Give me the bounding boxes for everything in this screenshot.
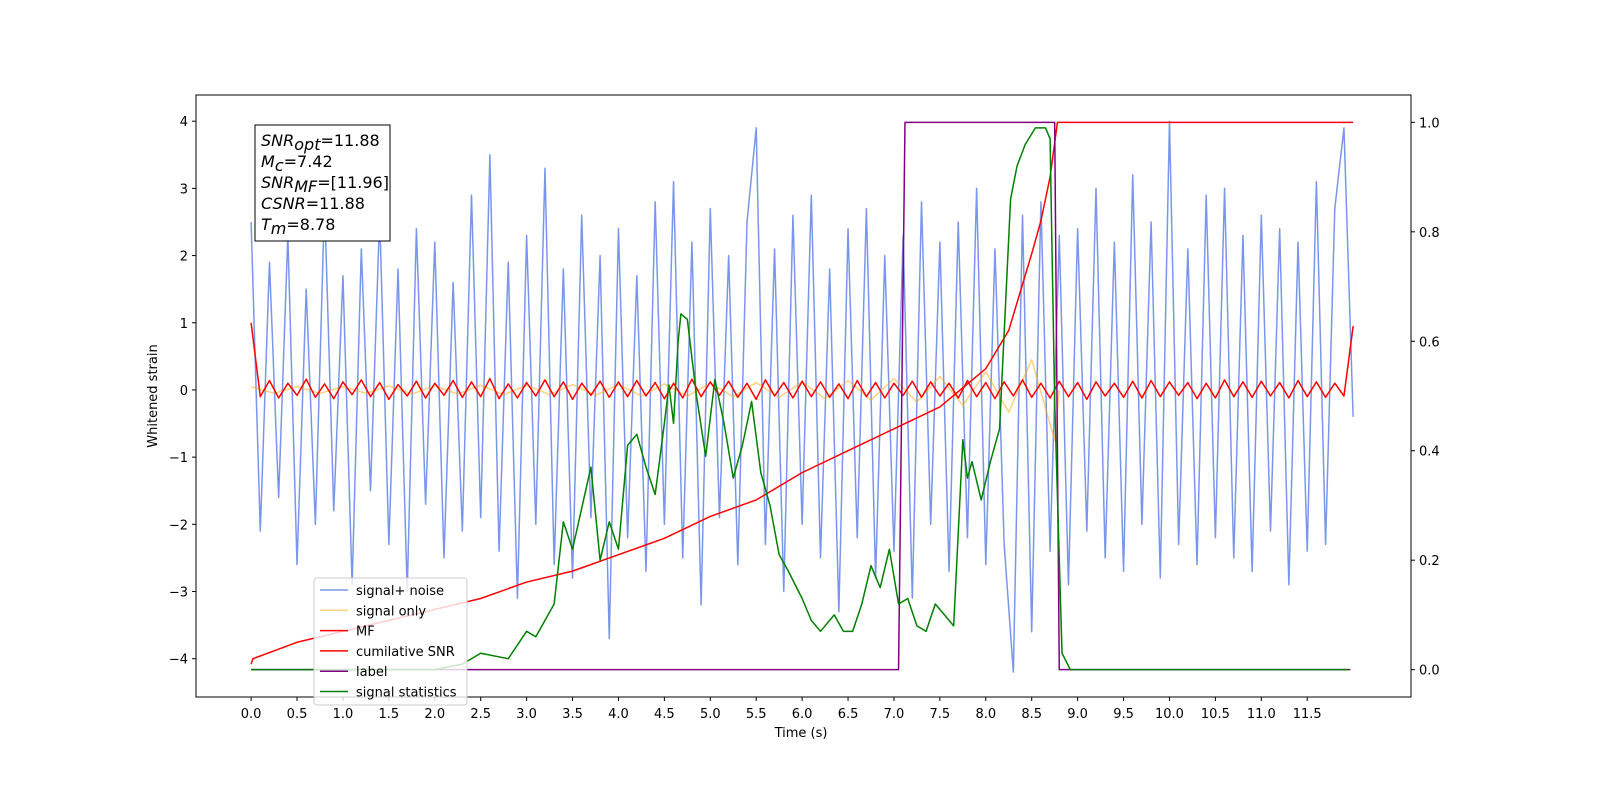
x-tick-label: 10.0 xyxy=(1155,707,1184,722)
y-tick-label: −2 xyxy=(169,518,188,533)
x-tick-label: 5.5 xyxy=(746,707,767,722)
x-tick-label: 3.5 xyxy=(562,707,583,722)
x-tick-label: 10.5 xyxy=(1201,707,1230,722)
x-tick-label: 11.5 xyxy=(1293,707,1322,722)
x-tick-label: 8.5 xyxy=(1021,707,1042,722)
y-tick-label: −4 xyxy=(169,653,188,668)
x-tick-label: 11.0 xyxy=(1247,707,1276,722)
annotation-value: =[11.96] xyxy=(317,173,389,192)
annotation-subscript: opt xyxy=(294,135,321,154)
y2-tick-label: 0.2 xyxy=(1419,554,1440,569)
series-line xyxy=(250,322,1354,401)
annotation-subscript: MF xyxy=(294,177,318,196)
y-tick-label: 3 xyxy=(180,182,188,197)
x-tick-label: 7.0 xyxy=(884,707,905,722)
annotation-box: SNRopt=11.88Mc=7.42SNRMF=[11.96]CSNR=11.… xyxy=(254,124,391,242)
annotation-line: SNRMF=[11.96] xyxy=(261,173,389,196)
y2-tick-label: 0.8 xyxy=(1419,226,1440,241)
y-tick-label: 0 xyxy=(180,384,188,399)
x-tick-label: 6.0 xyxy=(792,707,813,722)
y-tick-label: 2 xyxy=(180,250,188,265)
y-tick-label: 4 xyxy=(180,115,188,130)
annotation-subscript: m xyxy=(271,219,287,238)
annotation-symbol: M xyxy=(261,152,275,171)
y2-tick-label: 0.4 xyxy=(1419,445,1440,460)
x-tick-label: 4.5 xyxy=(654,707,675,722)
x-tick-label: 1.5 xyxy=(379,707,400,722)
x-tick-label: 0.5 xyxy=(287,707,308,722)
x-tick-label: 9.0 xyxy=(1067,707,1088,722)
annotation-value: =11.88 xyxy=(306,194,365,213)
annotation-line: Tm=8.78 xyxy=(261,215,335,238)
annotation-line: SNRopt=11.88 xyxy=(261,131,380,154)
x-tick-label: 2.0 xyxy=(424,707,445,722)
legend-label: label xyxy=(356,665,387,680)
y2-tick-label: 1.0 xyxy=(1419,116,1440,131)
legend-label: signal statistics xyxy=(356,686,457,701)
annotation-line: Mc=7.42 xyxy=(261,152,333,175)
annotation-value: =7.42 xyxy=(284,152,333,171)
y-axis-label: Whitened strain xyxy=(146,344,161,447)
y2-tick-label: 0.6 xyxy=(1419,335,1440,350)
annotation-symbol: SNR xyxy=(261,131,294,150)
legend-label: signal+ noise xyxy=(356,584,444,599)
series-line xyxy=(250,120,1354,673)
y-tick-label: −3 xyxy=(169,586,188,601)
annotation-line: CSNR=11.88 xyxy=(261,194,365,213)
y-tick-label: 1 xyxy=(180,317,188,332)
x-tick-label: 9.5 xyxy=(1113,707,1134,722)
x-tick-label: 7.5 xyxy=(930,707,951,722)
series-line xyxy=(250,358,1061,442)
annotation-symbol: CSNR xyxy=(261,194,306,213)
x-tick-label: 2.5 xyxy=(470,707,491,722)
axes: 0.0 0.5 1.0 1.5 2.0 2.5 3.0 3.5 4.0 4.5 5.0 5.5 6.0 6… xyxy=(169,115,1440,722)
x-tick-label: 5.0 xyxy=(700,707,721,722)
legend: signal+ noise signal only MF cumilative SNR… xyxy=(313,577,468,706)
x-tick-label: 1.0 xyxy=(333,707,354,722)
annotation-frame xyxy=(254,124,391,242)
annotation-symbol: SNR xyxy=(261,173,294,192)
series-line xyxy=(251,127,1349,671)
x-axis-label: Time (s) xyxy=(774,726,828,741)
annotation-symbol: T xyxy=(261,215,272,234)
x-tick-label: 0.0 xyxy=(241,707,262,722)
annotation-subscript: c xyxy=(275,156,284,175)
x-tick-label: 3.0 xyxy=(516,707,537,722)
x-tick-label: 6.5 xyxy=(838,707,859,722)
x-tick-label: 8.0 xyxy=(975,707,996,722)
legend-label: MF xyxy=(356,625,375,640)
annotation-value: =8.78 xyxy=(286,215,335,234)
legend-label: signal only xyxy=(356,604,426,619)
axes-frame xyxy=(195,94,1412,698)
legend-frame xyxy=(313,577,468,706)
x-tick-label: 4.0 xyxy=(608,707,629,722)
y-tick-label: −1 xyxy=(169,451,188,466)
legend-label: cumilative SNR xyxy=(356,645,455,660)
y2-tick-label: 0.0 xyxy=(1419,664,1440,679)
annotation-value: =11.88 xyxy=(320,131,379,150)
